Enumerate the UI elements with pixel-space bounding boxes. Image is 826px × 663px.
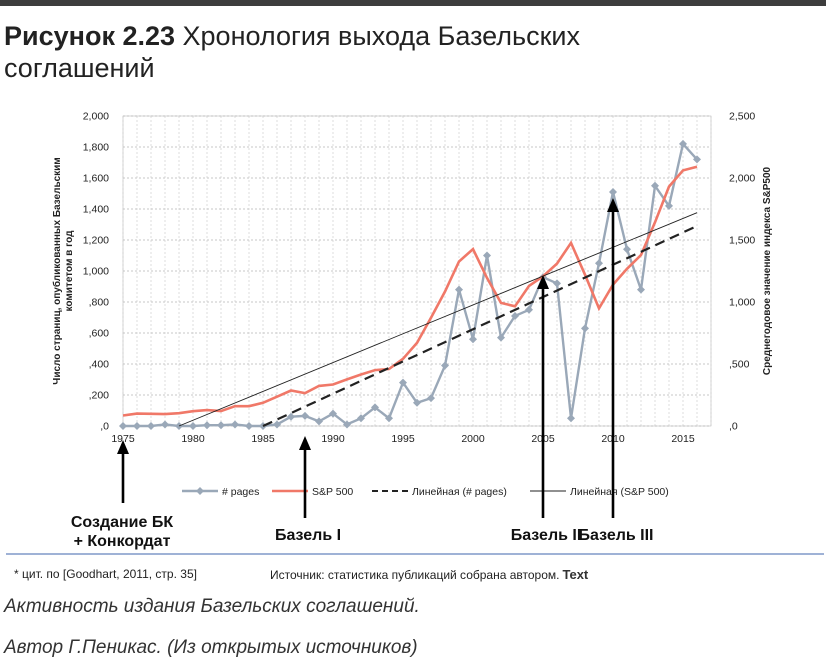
data-point — [567, 414, 575, 423]
y-right-axis-title: Среднегодовое значение индекса S&P500 — [762, 166, 773, 375]
data-point — [693, 155, 701, 164]
y-right-tick-label: ,0 — [729, 421, 738, 433]
figure-label: Рисунок 2.23 — [4, 21, 176, 51]
figure-title-line1: Хронология выхода Базельских — [182, 21, 581, 51]
y-left-tick-label: ,400 — [89, 359, 110, 371]
data-point — [385, 414, 393, 423]
y-right-tick-label: ,500 — [729, 359, 750, 371]
figure-title-line2: соглашений — [4, 53, 155, 83]
series-line — [178, 212, 698, 427]
y-left-tick-label: 1,200 — [83, 235, 109, 247]
legend-label: Линейная (# pages) — [412, 486, 507, 498]
data-point — [371, 403, 379, 412]
annotation-label: Базель III — [578, 527, 653, 544]
data-point — [133, 422, 141, 430]
data-point — [301, 411, 309, 420]
x-tick-label: 1985 — [251, 433, 275, 445]
data-point — [161, 420, 169, 429]
data-point — [217, 421, 225, 430]
data-point — [469, 335, 477, 344]
text-mark: Text — [562, 567, 589, 582]
data-point — [245, 422, 253, 430]
data-point — [413, 398, 421, 407]
series-line — [262, 225, 698, 427]
data-point — [399, 378, 407, 387]
data-point — [651, 181, 659, 190]
data-point — [203, 421, 211, 430]
y-right-tick-label: 2,500 — [729, 111, 755, 123]
figure-title: Рисунок 2.23 Хронология выхода Базельски… — [4, 20, 580, 84]
x-tick-label: 2000 — [461, 433, 485, 445]
data-point — [343, 420, 351, 429]
annotation-label: Базель I — [275, 527, 341, 544]
data-point — [287, 412, 295, 421]
data-point — [189, 422, 197, 430]
annotation-label: Создание БК — [71, 514, 173, 531]
data-point — [525, 305, 533, 314]
legend-label: # pages — [222, 486, 259, 498]
legend-label: Линейная (S&P 500) — [570, 486, 669, 498]
x-tick-label: 1975 — [111, 433, 135, 445]
y-left-tick-label: ,0 — [100, 421, 109, 433]
y-right-tick-label: 2,000 — [729, 173, 755, 185]
annotation-arrow-head — [537, 275, 549, 289]
data-point — [315, 417, 323, 426]
data-point — [609, 187, 617, 196]
y-left-axis-title: Число страниц, опубликованных Базельским… — [51, 157, 75, 384]
separator-line — [6, 553, 824, 555]
top-rule — [0, 0, 826, 6]
y-left-tick-label: ,800 — [89, 297, 110, 309]
annotation-label: + Конкордат — [74, 533, 171, 550]
data-point — [581, 324, 589, 333]
annotation-arrow-head — [117, 440, 129, 454]
data-point — [147, 422, 155, 430]
series-line — [122, 165, 698, 417]
y-right-tick-label: 1,000 — [729, 297, 755, 309]
legend-marker — [196, 487, 204, 495]
y-left-tick-label: 1,600 — [83, 173, 109, 185]
data-point — [637, 285, 645, 294]
source-text: Источник: статистика публикаций собрана … — [270, 568, 560, 582]
y-left-tick-label: 1,800 — [83, 142, 109, 154]
y-left-tick-label: ,600 — [89, 328, 110, 340]
data-point — [553, 279, 561, 288]
data-point — [441, 361, 449, 370]
x-tick-label: 1995 — [391, 433, 415, 445]
data-point — [497, 333, 505, 342]
data-point — [511, 311, 519, 320]
data-point — [455, 285, 463, 294]
data-point — [231, 420, 239, 429]
data-point — [357, 414, 365, 423]
legend-label: S&P 500 — [312, 486, 353, 498]
x-tick-label: 1990 — [321, 433, 345, 445]
caption-line1: Активность издания Базельских соглашений… — [4, 596, 420, 617]
y-left-tick-label: 1,000 — [83, 266, 109, 278]
annotation-arrow-head — [299, 436, 311, 450]
data-point — [273, 420, 281, 429]
footnote: * цит. по [Goodhart, 2011, стр. 35] — [14, 567, 197, 581]
chart: ,0 ,200 ,400 ,600 ,800 1,000 1,200 1,400 1,600 1,… — [51, 111, 773, 551]
source-note: Источник: статистика публикаций собрана … — [270, 567, 588, 582]
data-point — [483, 251, 491, 260]
data-point — [595, 259, 603, 268]
data-point — [665, 201, 673, 210]
caption-line2: Автор Г.Пеникас. (Из открытых источников… — [4, 637, 418, 658]
data-point — [679, 139, 687, 148]
annotation-label: Базель II — [511, 527, 582, 544]
y-left-tick-label: 2,000 — [83, 111, 109, 123]
data-point — [329, 409, 337, 418]
y-left-tick-label: 1,400 — [83, 204, 109, 216]
y-right-tick-label: 1,500 — [729, 235, 755, 247]
data-point — [427, 394, 435, 403]
annotation-arrow-head — [607, 198, 619, 212]
data-point — [119, 422, 127, 430]
x-tick-label: 2015 — [671, 433, 695, 445]
series-line — [123, 141, 698, 428]
x-tick-label: 1980 — [181, 433, 205, 445]
y-left-tick-label: ,200 — [89, 390, 110, 402]
data-point — [623, 245, 631, 254]
